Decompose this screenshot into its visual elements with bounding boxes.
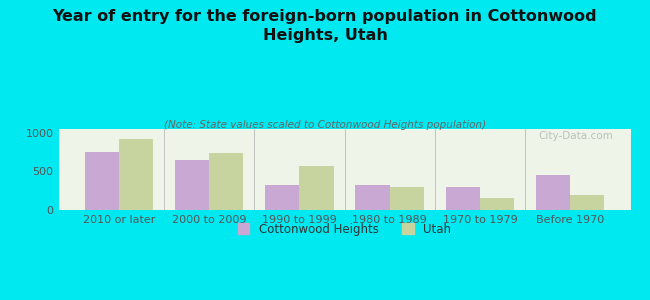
Bar: [356, 185, 389, 210]
Text: City-Data.com: City-Data.com: [539, 131, 614, 141]
Bar: [119, 139, 153, 210]
Bar: [389, 187, 424, 210]
Bar: [84, 152, 119, 210]
Text: Year of entry for the foreign-born population in Cottonwood
Heights, Utah: Year of entry for the foreign-born popul…: [53, 9, 597, 43]
Bar: [175, 160, 209, 210]
Bar: [265, 184, 300, 210]
Bar: [536, 175, 570, 210]
Bar: [300, 166, 333, 210]
Bar: [480, 198, 514, 210]
Text: (Note: State values scaled to Cottonwood Heights population): (Note: State values scaled to Cottonwood…: [164, 120, 486, 130]
Legend: Cottonwood Heights, Utah: Cottonwood Heights, Utah: [233, 218, 456, 241]
Bar: [446, 187, 480, 210]
Bar: [570, 195, 604, 210]
Bar: [209, 153, 243, 210]
